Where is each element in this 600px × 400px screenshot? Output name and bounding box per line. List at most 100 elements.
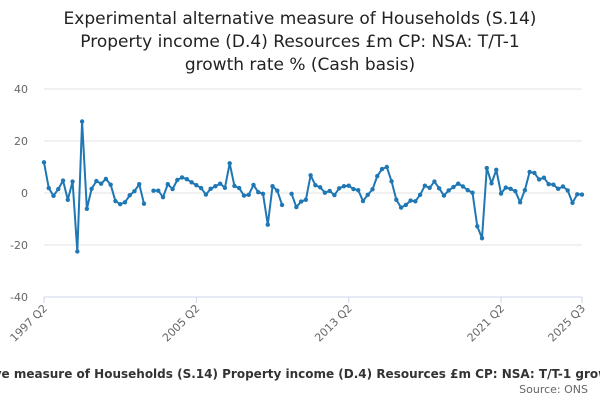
data-point[interactable] (555, 186, 561, 192)
data-point[interactable] (232, 183, 237, 189)
data-point[interactable] (203, 192, 209, 197)
data-point[interactable] (41, 160, 47, 165)
data-point[interactable] (156, 188, 161, 193)
data-point[interactable] (375, 173, 380, 179)
data-point[interactable] (298, 199, 304, 204)
data-point[interactable] (536, 177, 542, 182)
data-point[interactable] (56, 186, 61, 192)
data-point[interactable] (51, 193, 56, 199)
data-point[interactable] (370, 187, 375, 192)
data-point[interactable] (570, 200, 575, 206)
data-point[interactable] (565, 188, 570, 193)
data-point[interactable] (108, 182, 113, 187)
data-point[interactable] (503, 185, 509, 190)
data-point[interactable] (441, 193, 447, 198)
data-point[interactable] (65, 197, 71, 202)
data-point[interactable] (560, 184, 566, 189)
data-point[interactable] (360, 198, 366, 204)
data-point[interactable] (256, 190, 261, 195)
data-point[interactable] (46, 185, 51, 191)
data-point[interactable] (417, 192, 423, 198)
data-point[interactable] (517, 200, 523, 205)
data-point[interactable] (75, 249, 80, 254)
data-point[interactable] (70, 179, 75, 184)
data-point[interactable] (94, 178, 99, 184)
data-point[interactable] (151, 188, 156, 193)
data-point[interactable] (113, 198, 118, 204)
data-point[interactable] (194, 183, 199, 188)
data-point[interactable] (213, 184, 218, 189)
data-point[interactable] (575, 192, 580, 197)
data-point[interactable] (398, 205, 404, 210)
data-point[interactable] (365, 192, 370, 198)
data-point[interactable] (313, 183, 318, 188)
data-point[interactable] (489, 181, 494, 186)
data-point[interactable] (379, 166, 385, 172)
data-point[interactable] (384, 164, 389, 170)
data-point[interactable] (98, 181, 104, 186)
data-point[interactable] (175, 177, 180, 183)
data-point[interactable] (137, 181, 142, 187)
data-point[interactable] (432, 179, 437, 184)
data-point[interactable] (60, 178, 66, 183)
data-point[interactable] (127, 193, 132, 198)
data-point[interactable] (179, 175, 185, 180)
data-point[interactable] (427, 185, 432, 190)
data-point[interactable] (527, 169, 532, 175)
data-point[interactable] (160, 194, 166, 200)
data-point[interactable] (84, 206, 90, 212)
data-point[interactable] (246, 192, 251, 198)
data-point[interactable] (436, 186, 442, 191)
data-point[interactable] (317, 185, 323, 190)
data-point[interactable] (498, 191, 504, 196)
data-point[interactable] (222, 185, 228, 190)
data-point[interactable] (170, 186, 175, 192)
data-point[interactable] (184, 177, 190, 182)
data-point[interactable] (465, 187, 470, 193)
data-point[interactable] (394, 197, 399, 202)
data-point[interactable] (413, 199, 418, 204)
data-point[interactable] (346, 183, 351, 188)
data-point[interactable] (422, 183, 428, 188)
data-point[interactable] (198, 185, 204, 191)
data-point[interactable] (79, 119, 85, 124)
data-point[interactable] (289, 191, 294, 196)
data-point[interactable] (484, 165, 489, 171)
data-point[interactable] (446, 188, 451, 193)
data-point[interactable] (479, 236, 485, 241)
data-point[interactable] (294, 204, 299, 210)
data-point[interactable] (208, 186, 213, 192)
data-point[interactable] (389, 179, 394, 184)
data-point[interactable] (522, 187, 528, 193)
data-point[interactable] (308, 173, 313, 178)
data-point[interactable] (408, 198, 413, 203)
data-point[interactable] (237, 185, 242, 191)
data-point[interactable] (270, 184, 275, 189)
data-point[interactable] (122, 200, 128, 205)
data-point[interactable] (336, 186, 342, 191)
data-point[interactable] (551, 182, 556, 187)
data-point[interactable] (251, 182, 256, 188)
data-point[interactable] (456, 181, 461, 186)
data-point[interactable] (460, 184, 466, 189)
data-point[interactable] (403, 202, 409, 208)
data-point[interactable] (217, 181, 223, 186)
data-point[interactable] (351, 186, 356, 192)
data-point[interactable] (546, 181, 551, 187)
data-point[interactable] (356, 187, 361, 193)
data-point[interactable] (532, 170, 537, 176)
data-point[interactable] (189, 180, 194, 185)
data-point[interactable] (579, 192, 585, 197)
data-point[interactable] (327, 188, 332, 194)
data-point[interactable] (275, 188, 280, 193)
data-point[interactable] (303, 197, 309, 202)
data-point[interactable] (132, 188, 137, 194)
data-point[interactable] (341, 184, 347, 189)
data-point[interactable] (117, 201, 123, 207)
data-point[interactable] (89, 186, 94, 192)
data-point[interactable] (279, 202, 285, 208)
data-point[interactable] (541, 175, 547, 180)
data-point[interactable] (475, 224, 480, 229)
data-point[interactable] (141, 201, 147, 206)
data-point[interactable] (103, 176, 109, 182)
